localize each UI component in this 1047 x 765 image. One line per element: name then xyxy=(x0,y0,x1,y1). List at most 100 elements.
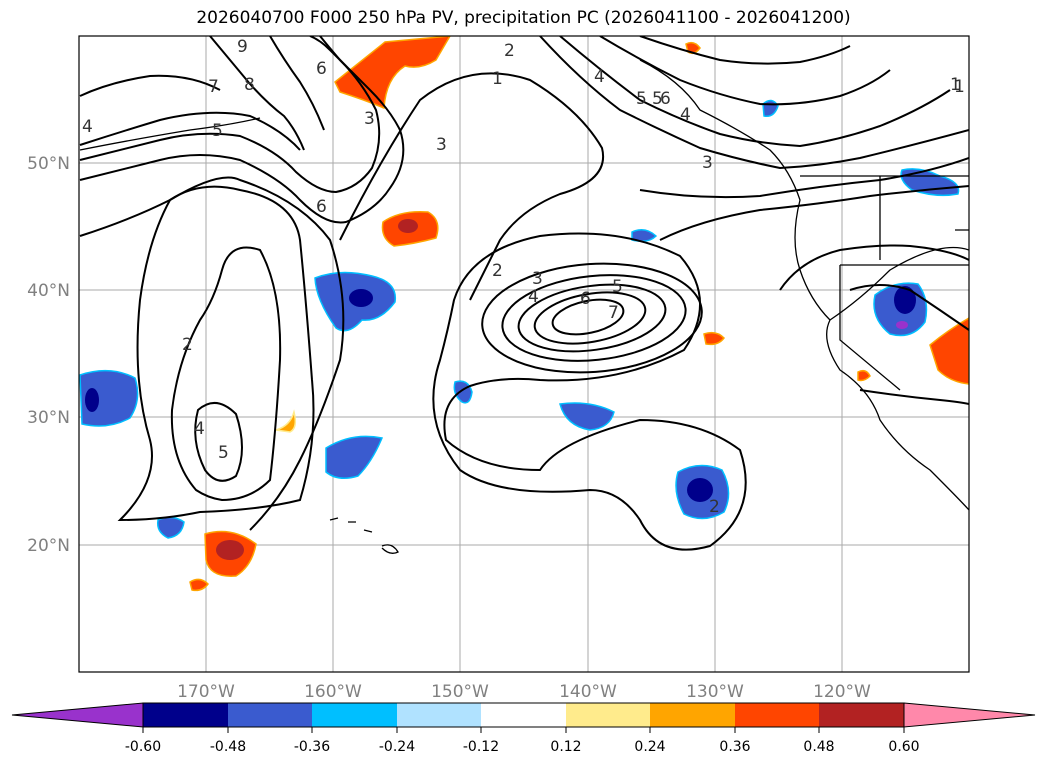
pv-contour xyxy=(269,36,325,131)
contour-label: 6 xyxy=(316,59,327,79)
precip-core-negative xyxy=(894,286,916,314)
lon-label: 130°W xyxy=(686,682,744,702)
colorbar-tick-label: 0.24 xyxy=(634,739,665,755)
contour-label: 3 xyxy=(532,269,543,289)
pv-contour xyxy=(194,402,243,482)
pv-contour xyxy=(79,74,221,97)
lat-label: 20°N xyxy=(27,536,70,556)
pv-contour xyxy=(639,157,969,199)
contour-label: 3 xyxy=(436,135,447,155)
pv-contour xyxy=(639,36,851,65)
map-title: 2026040700 F000 250 hPa PV, precipitatio… xyxy=(196,8,851,28)
contour-label: 9 xyxy=(237,37,248,57)
colorbar-segment xyxy=(143,703,228,727)
pv-contour xyxy=(517,283,667,353)
pv-contour xyxy=(501,274,687,362)
colorbar-segment xyxy=(228,703,312,727)
pv-contour xyxy=(209,36,305,151)
coastlines xyxy=(79,59,969,554)
lon-label: 120°W xyxy=(813,682,871,702)
pv-contour xyxy=(339,72,605,301)
contour-label: 4 xyxy=(594,67,605,87)
pv-contour xyxy=(849,284,969,331)
contour-label-group: 9 8 7 6 5 4 3 2 1 3 2 4 5 6 7 2 3 4 5 6 … xyxy=(82,37,965,517)
contour-label: 5 xyxy=(636,89,647,109)
precip-core-positive xyxy=(216,540,244,560)
precip-core-strong-negative xyxy=(896,321,908,329)
contour-label: 3 xyxy=(364,109,375,129)
contour-label: 2 xyxy=(492,261,503,281)
contour-label: 2 xyxy=(504,41,515,61)
contour-label: 1 xyxy=(492,69,503,89)
contour-label: 4 xyxy=(82,117,93,137)
lat-label: 40°N xyxy=(27,281,70,301)
precip-blob-positive xyxy=(703,331,725,346)
coastline-alaska xyxy=(79,117,261,151)
precip-blob-positive xyxy=(275,409,297,433)
pv-contour xyxy=(533,291,647,345)
contour-label: 2 xyxy=(709,497,720,517)
precip-core-negative xyxy=(687,478,713,502)
us-state-borders xyxy=(800,175,969,391)
colorbar-tick-label: -0.12 xyxy=(463,739,499,755)
colorbar-segment xyxy=(819,703,904,727)
contour-label: 5 xyxy=(612,277,623,297)
pv-contour xyxy=(79,111,301,151)
pv-contour xyxy=(659,185,969,241)
colorbar: -0.60 -0.48 -0.36 -0.24 -0.12 0.12 0.24 … xyxy=(11,702,1036,755)
pv-contour xyxy=(432,232,747,551)
colorbar-segment xyxy=(397,703,481,727)
colorbar-tick-label: 0.36 xyxy=(719,739,750,755)
precip-blob-positive xyxy=(189,578,209,592)
pv-contour xyxy=(559,36,951,148)
pv-contour xyxy=(859,389,969,405)
contour-label: 4 xyxy=(528,287,539,307)
colorbar-segment xyxy=(481,703,566,727)
lon-label: 160°W xyxy=(304,682,362,702)
pv-contour xyxy=(79,176,345,531)
pv-contour xyxy=(117,185,315,522)
precip-blob-negative xyxy=(559,402,615,431)
contour-label: 8 xyxy=(244,75,255,95)
pv-contour xyxy=(79,36,405,224)
contour-label: 5 xyxy=(212,121,223,141)
colorbar-segment xyxy=(650,703,735,727)
colorbar-tick-label: -0.48 xyxy=(210,739,246,755)
contour-label: 4 xyxy=(194,419,205,439)
colorbar-tick-label: 0.48 xyxy=(803,739,834,755)
colorbar-tick-label: 0.60 xyxy=(888,739,919,755)
contour-label: 5 xyxy=(218,443,229,463)
gridlines xyxy=(79,36,969,672)
contour-label: 6 xyxy=(660,89,671,109)
lon-label: 170°W xyxy=(177,682,235,702)
contour-label: 4 xyxy=(680,105,691,125)
colorbar-frame xyxy=(142,702,905,728)
lat-labels: 50°N 40°N 30°N 20°N xyxy=(27,154,70,556)
contour-label: 7 xyxy=(608,303,619,323)
precip-blob-positive xyxy=(929,317,969,385)
pv-contour xyxy=(539,36,969,170)
pv-contour xyxy=(779,244,969,291)
colorbar-extend-min xyxy=(11,702,144,728)
pv-contour xyxy=(551,298,625,336)
contour-label: 5 xyxy=(652,89,663,109)
precip-core-positive xyxy=(398,219,418,233)
precip-shading xyxy=(79,36,969,592)
pv-contour xyxy=(599,36,891,106)
lat-label: 30°N xyxy=(27,408,70,428)
contour-label: 6 xyxy=(316,197,327,217)
contour-label: 3 xyxy=(702,153,713,173)
map-frame xyxy=(78,35,970,673)
colorbar-tick-label: -0.60 xyxy=(125,739,161,755)
hawaii-islands xyxy=(329,517,399,554)
colorbar-extend-max xyxy=(903,702,1036,728)
precip-blob-positive xyxy=(857,369,871,382)
coastline-northwest xyxy=(639,59,831,321)
colorbar-segment xyxy=(312,703,397,727)
lat-label: 50°N xyxy=(27,154,70,174)
precip-blob-negative xyxy=(79,369,139,427)
pv-contour xyxy=(481,262,703,374)
contour-label: 1 xyxy=(954,77,965,97)
coastline-north-america xyxy=(826,246,969,511)
